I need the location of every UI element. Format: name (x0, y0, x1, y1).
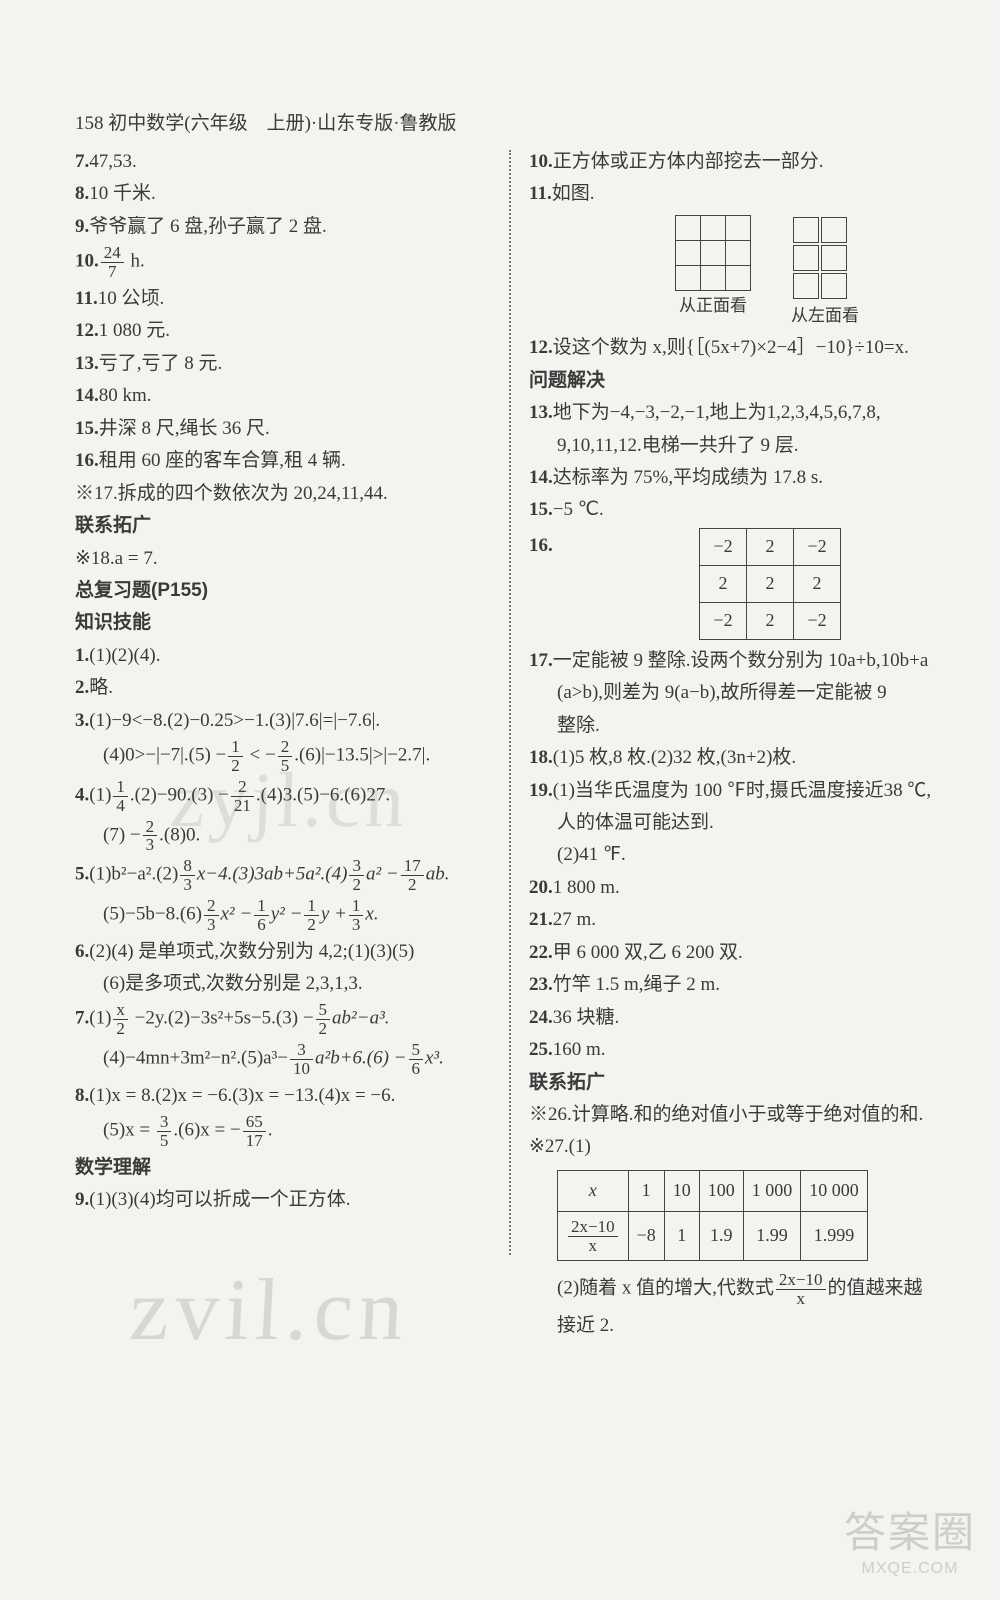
figure-views: 从正面看 从左面看 (589, 215, 945, 329)
r17b: (a>b),则差为 9(a−b),故所得差一定能被 9 (557, 682, 887, 703)
ans-12: 1 080 元. (99, 320, 170, 341)
ans-14: 80 km. (99, 385, 152, 406)
page-header: 158 初中数学(六年级 上册)·山东专版·鲁教版 (75, 108, 457, 135)
ans-16: 租用 60 座的客车合算,租 4 辆. (99, 450, 346, 471)
r23: 竹竿 1.5 m,绳子 2 m. (553, 974, 720, 995)
ans-13: 亏了,亏了 8 元. (99, 353, 223, 374)
r11: 如图. (552, 183, 595, 204)
ans-10-num: 10. (75, 251, 99, 272)
table-27: x 1 10 100 1 000 10 000 2x−10x −8 1 1.9 … (557, 1170, 868, 1262)
r19a: (1)当华氏温度为 100 ℉时,摄氏温度接近38 ℃, (553, 780, 931, 801)
left-column: 7.47,53. 8.10 千米. 9.爷爷赢了 6 盘,孙子赢了 2 盘. 1… (75, 100, 491, 1344)
page-number: 158 (75, 113, 104, 134)
r25: 160 m. (553, 1039, 606, 1060)
r24: 36 块糖. (553, 1007, 620, 1028)
k8a: (1)x = 8.(2)x = −6.(3)x = −13.(4)x = −6. (89, 1085, 395, 1106)
page-body: 7.47,53. 8.10 千米. 9.爷爷赢了 6 盘,孙子赢了 2 盘. 1… (0, 0, 1000, 1384)
ans-17: ※17.拆成的四个数依次为 20,24,11,44. (75, 483, 388, 504)
ans-11: 10 公顷. (98, 288, 165, 309)
column-divider (509, 150, 511, 1255)
r27: ※27.(1) (529, 1136, 591, 1157)
ans-8: 10 千米. (89, 183, 156, 204)
k2: 略. (89, 677, 113, 698)
r26: ※26.计算略.和的绝对值小于或等于绝对值的和. (529, 1104, 923, 1125)
r18: (1)5 枚,8 枚.(2)32 枚,(3n+2)枚. (553, 747, 796, 768)
r12: 设这个数为 x,则{［(5x+7)×2−4］−10}÷10=x. (553, 337, 909, 358)
ans-18: ※18.a = 7. (75, 548, 158, 569)
heading-zongfuxi: 总复习题(P155) (75, 576, 491, 605)
k6a: (2)(4) 是单项式,次数分别为 4,2;(1)(3)(5) (89, 941, 414, 962)
r27c: 接近 2. (557, 1315, 614, 1336)
ans-15: 井深 8 尺,绳长 36 尺. (99, 418, 270, 439)
r17a: 一定能被 9 整除.设两个数分别为 10a+b,10b+a (553, 650, 929, 671)
right-column: 10.正方体或正方体内部挖去一部分. 11.如图. 从正面看 从左面看 12.设… (529, 100, 945, 1344)
heading-zhishi: 知识技能 (75, 608, 491, 637)
heading-lianxi2: 联系拓广 (529, 1068, 945, 1097)
r19b: 人的体温可能达到. (557, 812, 714, 833)
r13b: 9,10,11,12.电梯一共升了 9 层. (557, 435, 799, 456)
matrix-16: −22−2 222 −22−2 (699, 528, 841, 640)
r22: 甲 6 000 双,乙 6 200 双. (553, 942, 743, 963)
k6b: (6)是多项式,次数分别是 2,3,1,3. (103, 973, 363, 994)
ans-7: 47,53. (89, 151, 137, 172)
k3a: (1)−9<−8.(2)−0.25>−1.(3)|7.6|=|−7.6|. (89, 710, 380, 731)
r15: −5 ℃. (553, 499, 604, 520)
heading-lianxi: 联系拓广 (75, 511, 491, 540)
r16: 16. (529, 535, 553, 556)
page-title: 初中数学(六年级 上册)·山东专版·鲁教版 (108, 113, 456, 134)
r20: 1 800 m. (553, 877, 620, 898)
left-view: 从左面看 (791, 215, 859, 329)
k9: (1)(3)(4)均可以折成一个正方体. (89, 1189, 350, 1210)
r19c: (2)41 ℉. (557, 844, 626, 865)
ans-9: 爷爷赢了 6 盘,孙子赢了 2 盘. (89, 216, 327, 237)
k1: (1)(2)(4). (89, 645, 160, 666)
heading-shuxue: 数学理解 (75, 1153, 491, 1182)
front-view: 从正面看 (675, 215, 751, 329)
corner-logo: 答案圈 MXQE.COM (844, 1499, 976, 1578)
r14: 达标率为 75%,平均成绩为 17.8 s. (553, 467, 823, 488)
heading-wenti: 问题解决 (529, 366, 945, 395)
r17c: 整除. (557, 715, 600, 736)
r13a: 地下为−4,−3,−2,−1,地上为1,2,3,4,5,6,7,8, (553, 402, 881, 423)
r21: 27 m. (553, 909, 596, 930)
r10: 正方体或正方体内部挖去一部分. (553, 151, 824, 172)
